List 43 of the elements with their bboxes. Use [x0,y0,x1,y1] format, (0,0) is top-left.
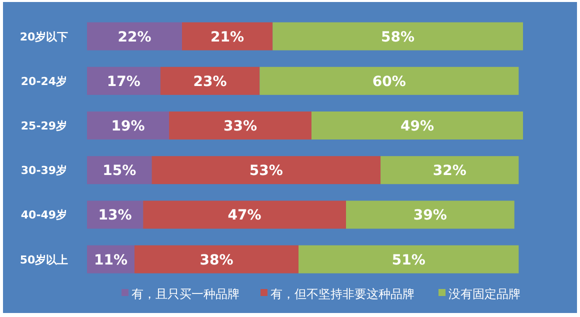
bar [160,66,260,95]
data-label: 23% [193,74,227,90]
data-label: 11% [94,252,128,268]
bar [169,112,312,140]
data-label: 22% [118,29,152,46]
data-label: 21% [210,29,244,46]
bar [87,112,170,140]
legend-label: 没有固定品牌 [448,287,520,301]
data-label: 32% [432,163,466,180]
y-tick-label: 20-24岁 [20,74,68,88]
bar [272,22,523,50]
data-label: 60% [372,74,406,90]
data-label: 33% [223,118,258,134]
data-label: 13% [98,208,132,224]
bar [87,66,160,95]
bar [182,22,273,50]
data-label: 51% [392,252,426,268]
bar [346,200,514,229]
bar [143,200,346,229]
legend-label: 有，且只买一种品牌 [132,287,240,301]
bar [87,22,182,50]
legend-label: 有，但不坚持非要这种品牌 [270,287,414,301]
y-tick-label: 50岁以上 [20,253,68,266]
data-label: 15% [102,163,136,180]
y-tick-label: 30-39岁 [20,164,68,178]
y-tick-label: 25-29岁 [20,120,68,132]
bar [298,245,519,274]
data-label: 49% [400,118,434,134]
bar [260,66,519,95]
data-label: 39% [413,208,447,224]
bar [152,156,381,184]
bar [311,112,523,140]
data-label: 53% [249,163,283,180]
data-label: 38% [200,252,234,268]
bar [380,156,519,184]
data-label: 58% [381,29,415,46]
bar [87,156,152,184]
y-tick-label: 20岁以下 [20,30,68,44]
data-label: 19% [111,118,145,134]
data-label: 47% [228,208,262,224]
y-tick-label: 40-49岁 [20,208,68,222]
bar [134,245,299,274]
data-label: 17% [106,74,140,90]
